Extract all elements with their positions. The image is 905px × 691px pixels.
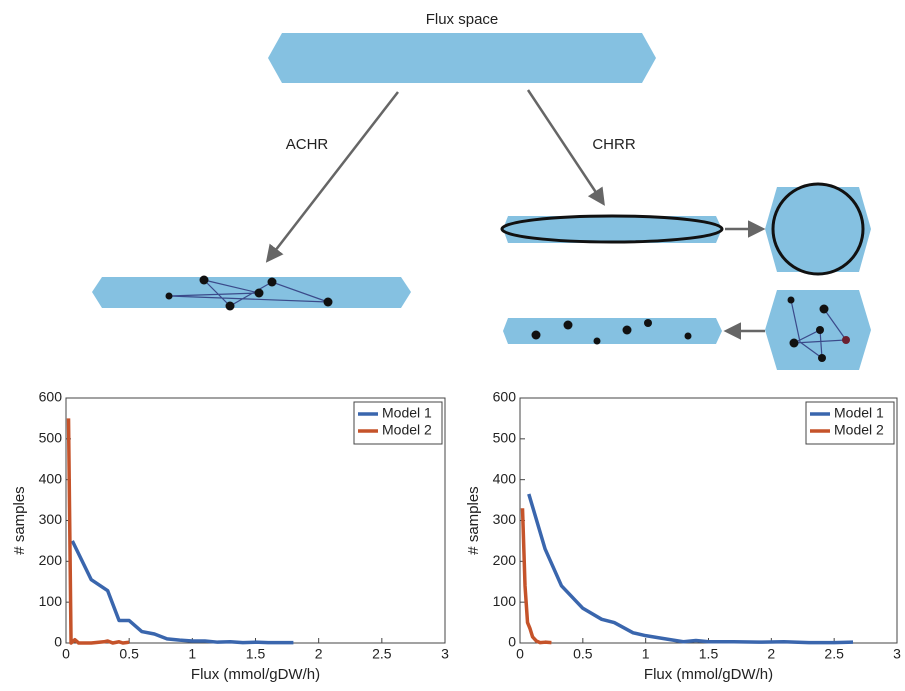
method-label: ACHR [286, 136, 329, 153]
x-tick-label: 0.5 [119, 646, 139, 662]
y-tick-label: 600 [39, 389, 63, 405]
y-tick-label: 0 [508, 634, 516, 650]
arrow [526, 89, 605, 206]
arrow [265, 91, 399, 263]
x-tick-label: 0 [62, 646, 70, 662]
x-tick-label: 3 [893, 646, 901, 662]
y-tick-label: 400 [39, 470, 63, 486]
y-axis-label: # samples [11, 486, 28, 554]
y-tick-label: 600 [493, 389, 517, 405]
x-tick-label: 2.5 [372, 646, 392, 662]
y-tick-label: 100 [493, 593, 517, 609]
legend-label: Model 1 [834, 405, 884, 421]
y-tick-label: 500 [493, 430, 517, 446]
y-tick-label: 100 [39, 593, 63, 609]
x-tick-label: 0.5 [573, 646, 593, 662]
x-tick-label: 3 [441, 646, 449, 662]
y-tick-label: 300 [39, 511, 63, 527]
x-tick-label: 1 [642, 646, 650, 662]
y-tick-label: 200 [39, 552, 63, 568]
x-tick-label: 1.5 [699, 646, 719, 662]
y-tick-label: 500 [39, 430, 63, 446]
legend-box [353, 401, 443, 445]
samples [531, 319, 692, 345]
diagram: Flux space ACHR CHRR [92, 11, 871, 370]
samples [165, 275, 333, 311]
x-tick-label: 2.5 [824, 646, 844, 662]
line [66, 418, 130, 645]
y-tick-label: 400 [493, 470, 517, 486]
legend-box [805, 401, 895, 445]
legend-label: Model 2 [834, 422, 884, 438]
line [520, 508, 552, 645]
x-tick-label: 0 [516, 646, 524, 662]
method-label: CHRR [592, 136, 635, 153]
flux-space-shape [268, 33, 656, 83]
diagram-title: Flux space [426, 11, 499, 28]
x-axis-label: Flux (mmol/gDW/h) [191, 666, 320, 683]
samples [787, 296, 850, 362]
chrr-space [503, 318, 722, 344]
x-tick-label: 1.5 [246, 646, 266, 662]
y-axis-label: # samples [465, 486, 482, 554]
chart: 0 0.5 1 1.5 2 2.5 3 0 100 200 300 400 500 600 Flux (mm… [465, 389, 901, 683]
x-tick-label: 1 [188, 646, 196, 662]
x-tick-label: 2 [315, 646, 323, 662]
line [70, 540, 294, 645]
achr-space [92, 277, 411, 308]
line [527, 493, 854, 645]
y-tick-label: 200 [493, 552, 517, 568]
ellipsoid [500, 214, 724, 244]
legend-label: Model 1 [382, 405, 432, 421]
legend-label: Model 2 [382, 422, 432, 438]
chart: 0 0.5 1 1.5 2 2.5 3 0 100 200 300 400 500 600 Flux (mm… [11, 389, 449, 683]
x-tick-label: 2 [767, 646, 775, 662]
x-axis-label: Flux (mmol/gDW/h) [644, 666, 773, 683]
sphere [771, 182, 865, 276]
y-tick-label: 300 [493, 511, 517, 527]
y-tick-label: 0 [54, 634, 62, 650]
